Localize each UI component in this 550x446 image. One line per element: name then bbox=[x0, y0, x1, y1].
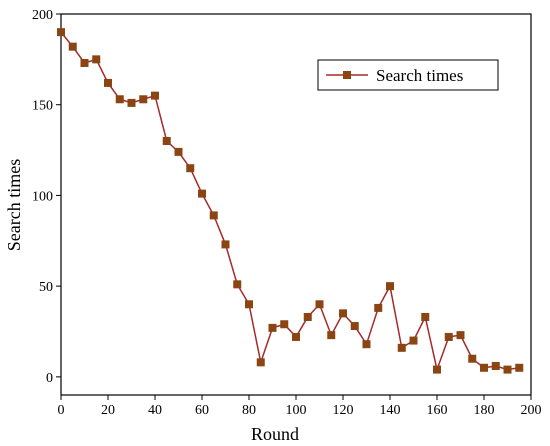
marker bbox=[480, 363, 488, 372]
marker bbox=[280, 320, 289, 329]
marker bbox=[57, 28, 65, 37]
marker bbox=[315, 300, 324, 309]
y-axis-label: Search times bbox=[4, 159, 24, 251]
marker bbox=[127, 98, 136, 107]
marker bbox=[221, 240, 230, 249]
y-tick-label: 50 bbox=[39, 280, 53, 295]
x-tick-label: 20 bbox=[101, 403, 115, 418]
marker bbox=[268, 323, 277, 332]
x-tick-label: 160 bbox=[427, 403, 448, 418]
x-tick-label: 60 bbox=[195, 403, 209, 418]
x-tick-label: 180 bbox=[474, 403, 495, 418]
marker bbox=[80, 58, 89, 67]
marker bbox=[292, 332, 300, 341]
x-axis-label: Round bbox=[251, 424, 299, 444]
x-tick-label: 120 bbox=[333, 403, 354, 418]
y-tick-label: 200 bbox=[32, 8, 53, 23]
marker bbox=[339, 309, 347, 318]
marker bbox=[162, 137, 171, 145]
marker bbox=[68, 42, 77, 51]
marker bbox=[174, 147, 183, 156]
marker bbox=[245, 300, 253, 309]
marker bbox=[115, 95, 124, 104]
x-tick-label: 0 bbox=[58, 403, 65, 418]
marker bbox=[209, 211, 218, 220]
marker bbox=[256, 358, 265, 367]
marker bbox=[104, 78, 112, 87]
marker bbox=[456, 331, 465, 340]
y-tick-label: 0 bbox=[46, 371, 53, 386]
legend-label: Search times bbox=[376, 66, 463, 85]
marker bbox=[303, 312, 312, 321]
y-tick-label: 150 bbox=[32, 99, 53, 114]
legend-marker bbox=[343, 71, 351, 79]
marker bbox=[515, 363, 524, 372]
marker bbox=[491, 361, 500, 370]
marker bbox=[444, 332, 453, 341]
x-tick-label: 100 bbox=[286, 403, 307, 418]
series-line bbox=[60, 31, 520, 373]
marker bbox=[350, 322, 359, 331]
marker bbox=[421, 312, 430, 321]
marker bbox=[198, 189, 206, 198]
x-tick-label: 200 bbox=[521, 403, 542, 418]
marker bbox=[233, 280, 242, 289]
marker bbox=[362, 340, 371, 349]
marker bbox=[409, 336, 418, 345]
x-tick-label: 140 bbox=[380, 403, 401, 418]
marker bbox=[397, 343, 406, 352]
marker bbox=[386, 282, 394, 291]
x-tick-label: 40 bbox=[148, 403, 162, 418]
marker bbox=[186, 164, 195, 173]
marker bbox=[468, 354, 477, 363]
marker bbox=[139, 95, 148, 104]
x-tick-label: 80 bbox=[242, 403, 256, 418]
marker bbox=[374, 303, 383, 312]
marker bbox=[433, 365, 441, 374]
marker bbox=[151, 91, 159, 100]
marker bbox=[503, 365, 512, 374]
marker bbox=[327, 331, 336, 340]
marker bbox=[92, 55, 101, 64]
y-tick-label: 100 bbox=[32, 189, 53, 204]
